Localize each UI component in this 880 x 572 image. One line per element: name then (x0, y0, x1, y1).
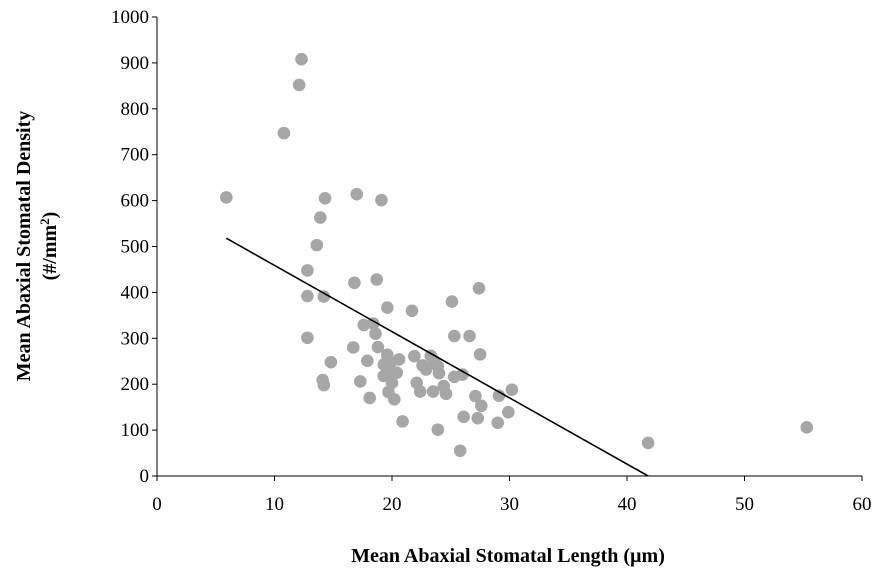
data-point (408, 349, 421, 363)
y-tick-label: 0 (140, 466, 150, 487)
data-point (800, 421, 814, 434)
data-point (456, 368, 469, 381)
data-point (348, 276, 361, 290)
y-axis-title-unit: (#/mm (39, 224, 61, 280)
y-tick-label: 100 (121, 420, 150, 441)
y-tick-label: 1000 (111, 7, 149, 28)
data-point (361, 354, 374, 368)
data-point (473, 348, 487, 361)
data-point (405, 304, 419, 318)
data-point (370, 273, 384, 286)
data-point (413, 385, 427, 398)
x-tick-label: 40 (618, 494, 637, 515)
data-point (324, 355, 338, 369)
y-tick-label: 200 (121, 374, 150, 395)
data-point (475, 399, 488, 413)
y-tick-label: 800 (121, 99, 150, 120)
data-point (471, 411, 485, 425)
y-tick-label: 700 (121, 145, 150, 166)
data-point (491, 416, 505, 430)
x-tick-label: 30 (500, 494, 519, 515)
data-point (419, 363, 433, 376)
data-point (295, 52, 308, 66)
y-tick-label: 900 (121, 53, 150, 74)
data-point (396, 415, 409, 428)
data-point (505, 383, 519, 397)
data-point (346, 341, 360, 354)
data-point (392, 353, 406, 366)
data-point (369, 327, 382, 341)
data-point (390, 366, 404, 380)
trend-line (225, 237, 649, 477)
y-tick-label: 400 (121, 282, 150, 303)
data-points (220, 52, 814, 458)
data-point (366, 317, 380, 330)
data-point (381, 301, 394, 314)
y-axis-title-line1: Mean Abaxial Stomatal Density (13, 111, 35, 382)
data-point (310, 238, 324, 252)
data-point (432, 366, 446, 380)
x-tick-label: 10 (265, 494, 284, 515)
x-ticks: 0 10 20 30 40 50 60 (152, 476, 872, 515)
data-point (371, 340, 385, 354)
data-point (469, 389, 482, 403)
x-tick-label: 50 (735, 494, 754, 515)
data-point (445, 295, 459, 308)
data-point (301, 289, 314, 303)
data-point (439, 387, 453, 401)
data-point (502, 405, 515, 419)
data-point (457, 410, 470, 424)
data-point (318, 192, 332, 205)
data-point (426, 385, 440, 398)
data-point (314, 211, 327, 224)
data-point (641, 436, 655, 450)
data-point (220, 191, 233, 204)
data-point (453, 444, 467, 458)
data-point (317, 378, 331, 392)
x-tick-label: 0 (152, 494, 162, 515)
data-point (357, 318, 371, 332)
data-point (301, 331, 314, 345)
data-point (375, 193, 388, 207)
data-point (431, 423, 445, 436)
y-tick-label: 500 (121, 237, 150, 258)
y-ticks: 0 100 200 300 400 500 600 700 800 900 1000 (111, 7, 157, 487)
data-point (317, 290, 331, 303)
y-tick-label: 300 (121, 328, 150, 349)
data-point (350, 187, 364, 201)
data-point (492, 389, 506, 402)
data-point (447, 329, 461, 343)
y-axis-title: Mean Abaxial Stomatal Density (#/mm2) (13, 111, 61, 382)
y-tick-label: 600 (121, 191, 150, 212)
x-axis-title: Mean Abaxial Stomatal Length (µm) (351, 545, 665, 567)
data-point (277, 126, 291, 140)
y-axis-title-superscript: 2 (37, 218, 52, 225)
data-point (353, 375, 367, 388)
data-point (301, 264, 314, 277)
data-point (463, 329, 476, 343)
data-point (363, 391, 376, 405)
x-tick-label: 20 (383, 494, 402, 515)
data-point (472, 281, 486, 295)
y-axis-title-line2: (#/mm2) (37, 212, 61, 281)
y-axis-title-close: ) (39, 212, 61, 219)
data-point (292, 78, 306, 92)
x-tick-label: 60 (853, 494, 872, 515)
data-point (388, 393, 401, 406)
data-point (385, 376, 399, 390)
